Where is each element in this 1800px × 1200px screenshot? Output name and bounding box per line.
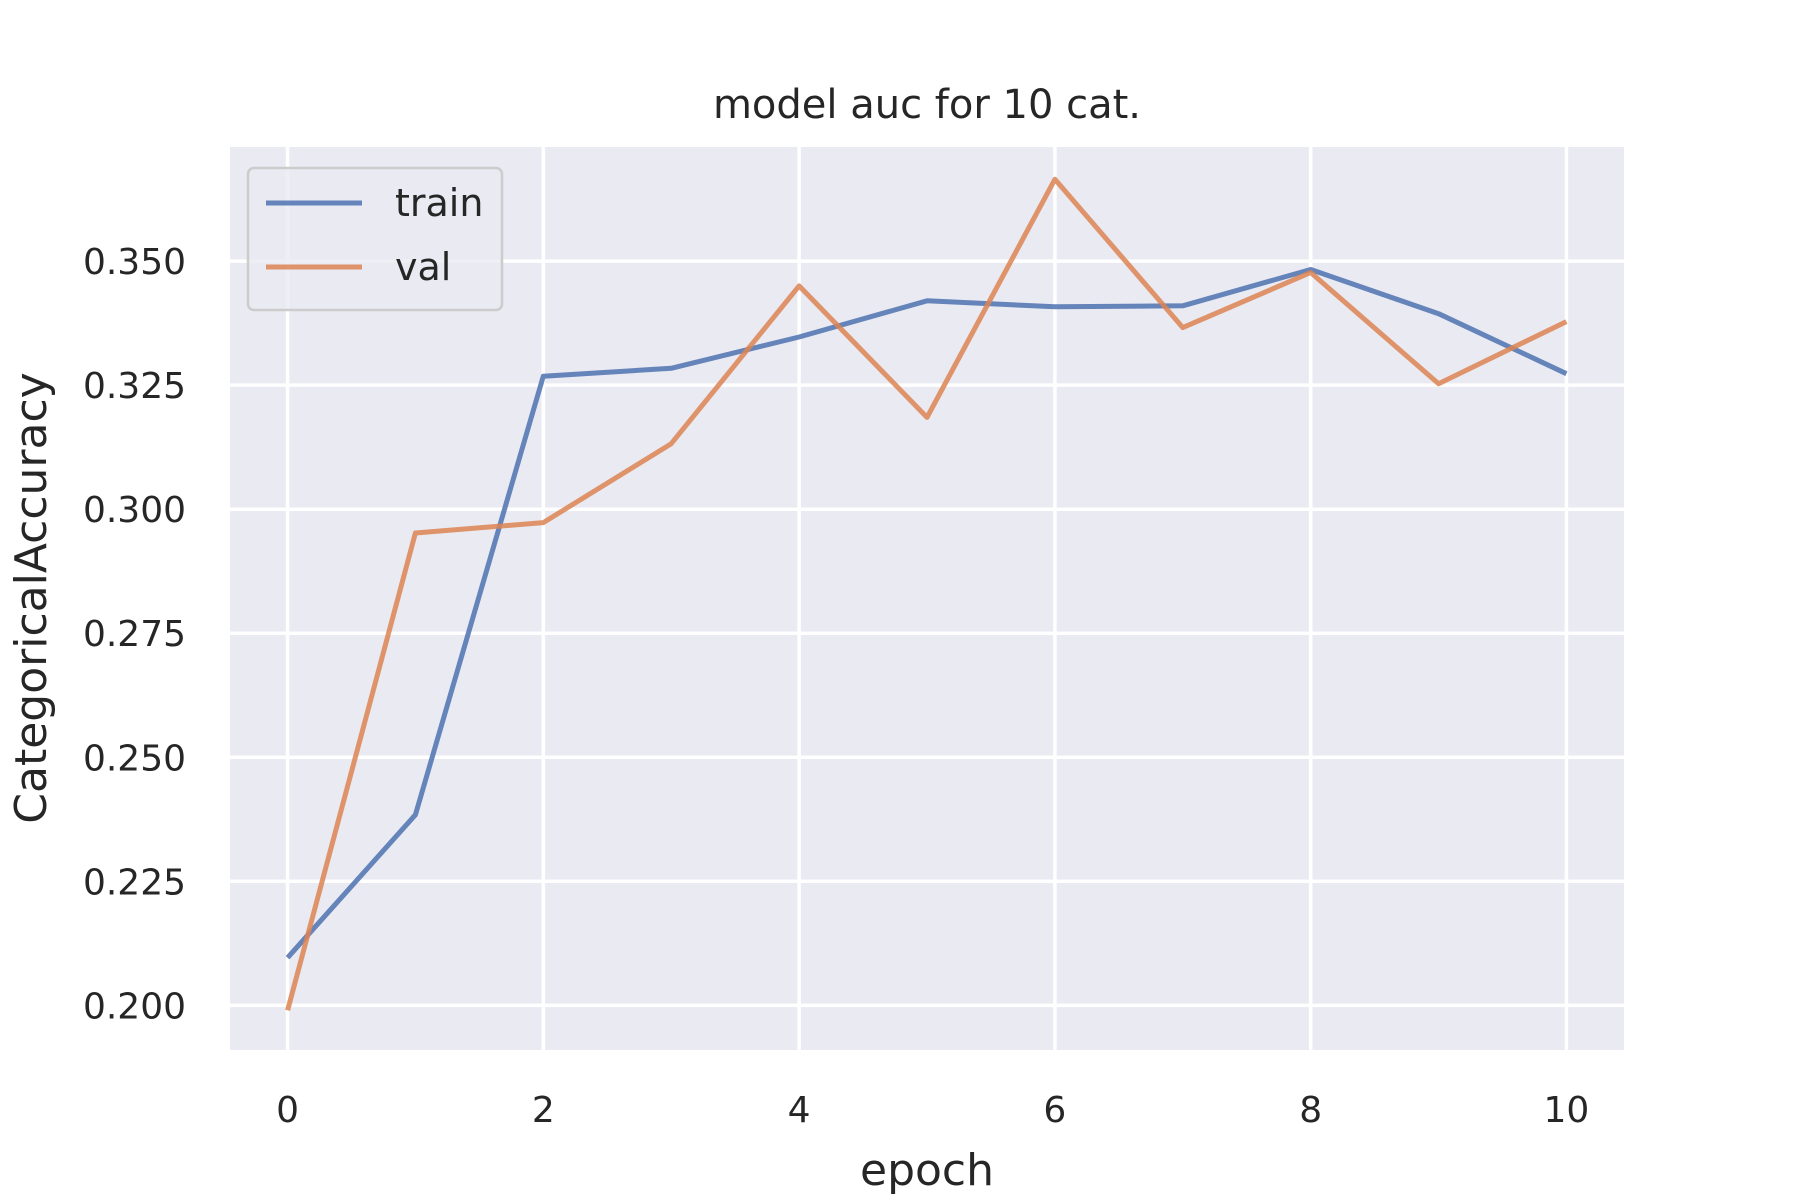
series-line-val	[285, 176, 1568, 1011]
x-tick-label: 8	[1299, 1090, 1322, 1131]
series-lines	[285, 176, 1568, 1011]
x-tick-label: 6	[1043, 1090, 1066, 1131]
legend: train val	[246, 166, 504, 312]
y-axis-label: CategoricalAccuracy	[6, 372, 57, 823]
y-tick-label: 0.350	[83, 242, 186, 283]
y-tick-label: 0.275	[83, 614, 186, 655]
y-tick-label: 0.300	[83, 490, 186, 531]
y-tick-label: 0.225	[83, 862, 186, 903]
grid-lines	[230, 147, 1624, 1050]
x-tick-label: 4	[788, 1090, 811, 1131]
y-tick-label: 0.325	[83, 366, 186, 407]
legend-label-val: val	[395, 245, 451, 289]
y-tick-label: 0.250	[83, 738, 186, 779]
y-tick-label: 0.200	[83, 986, 186, 1027]
x-tick-label: 10	[1544, 1090, 1590, 1131]
series-line-train	[285, 267, 1568, 960]
x-tick-label: 2	[532, 1090, 555, 1131]
y-tick-labels: 0.200 0.225 0.250 0.275 0.300 0.325 0.350	[83, 242, 186, 1027]
x-tick-labels: 0 2 4 6 8 10	[276, 1090, 1589, 1131]
x-axis-label: epoch	[860, 1145, 994, 1196]
legend-label-train: train	[395, 181, 483, 225]
chart-title: model auc for 10 cat.	[713, 82, 1141, 128]
x-tick-label: 0	[276, 1090, 299, 1131]
